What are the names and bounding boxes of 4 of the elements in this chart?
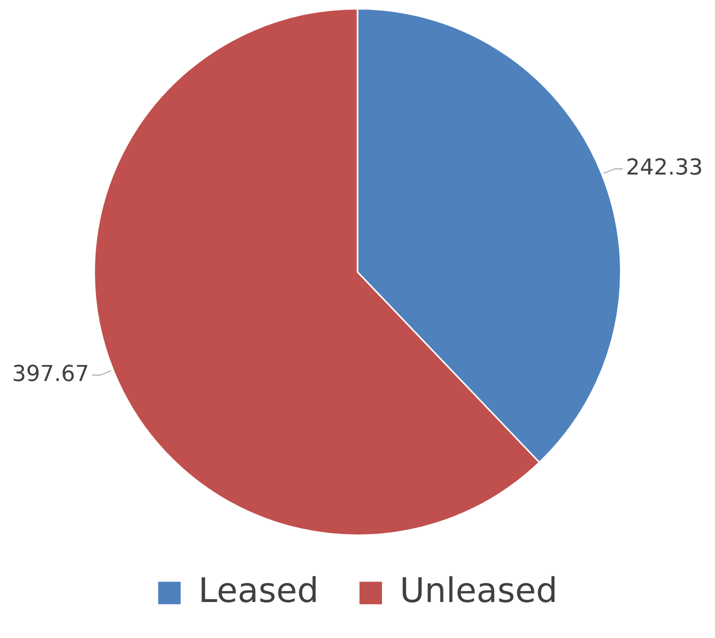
data-label: 242.33 [626, 156, 703, 181]
legend-label: Unleased [400, 570, 558, 611]
legend-label: Leased [198, 570, 319, 611]
data-label: 397.67 [12, 362, 90, 387]
